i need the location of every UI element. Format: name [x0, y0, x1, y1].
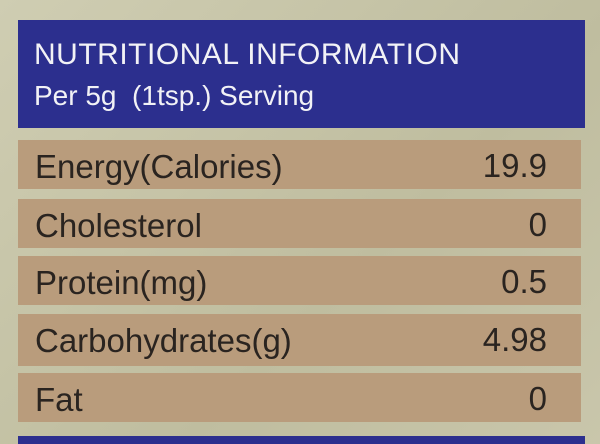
bottom-strip [18, 436, 585, 444]
row: Energy(Calories) 19.9 [18, 140, 581, 189]
nutrient-name: Carbohydrates(g) [35, 322, 292, 359]
row: Cholesterol 0 [18, 199, 581, 248]
nutrient-value: 4.98 [482, 321, 547, 358]
title: NUTRITIONAL INFORMATION [34, 38, 461, 71]
nutrient-name: Protein(mg) [35, 264, 208, 301]
nutrient-name: Energy(Calories) [35, 148, 283, 185]
nutrient-value: 0 [528, 206, 547, 243]
row: Carbohydrates(g) 4.98 [18, 314, 581, 366]
nutrient-name: Fat [35, 381, 83, 418]
header: NUTRITIONAL INFORMATION Per 5g (1tsp.) S… [18, 20, 585, 128]
nutrient-name: Cholesterol [35, 207, 202, 244]
row: Protein(mg) 0.5 [18, 256, 581, 305]
subtitle: Per 5g (1tsp.) Serving [34, 80, 315, 111]
nutrient-value: 0.5 [501, 263, 547, 300]
row: Fat 0 [18, 373, 581, 422]
nutrient-value: 19.9 [482, 147, 547, 184]
nutrient-value: 0 [528, 380, 547, 417]
